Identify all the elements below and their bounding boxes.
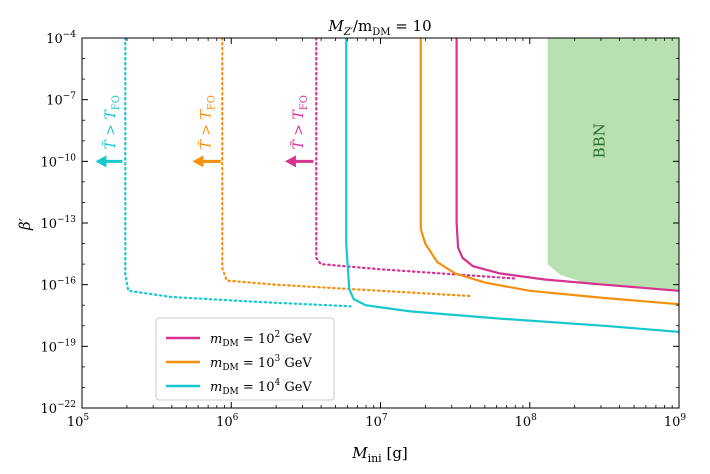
series-1-arrow-head [284,155,296,168]
y-tick-label: 10−22 [40,400,76,417]
x-axis-title: Mini [g] [351,444,408,465]
y-tick-label: 10−19 [40,338,76,355]
series-1-dotted-line [315,38,516,280]
x-tick-label: 107 [365,413,388,430]
x-tick-label: 106 [216,413,239,430]
y-tick-label: 10−4 [46,30,76,47]
series-3-annotation: T̃ > TFO [101,95,122,149]
bbn-region [547,38,679,291]
series-3-dotted-line [124,38,352,308]
axis-ticks [81,37,680,409]
y-tick-label: 10−7 [46,92,76,109]
series-3-solid-line [345,38,679,333]
x-tick-label: 109 [664,413,687,430]
y-tick-label: 10−16 [40,277,76,294]
series-2-dotted-line [221,38,472,298]
tick-labels: 105 106 107 108 109 10−4 10−7 10−10 10−13 10−16 10… [40,30,686,430]
plot-area: BBN [124,38,679,333]
series-2-solid-line [419,38,679,306]
y-tick-label: 10−10 [40,153,76,170]
y-axis-title: β′ [16,217,34,231]
bbn-label: BBN [590,123,608,158]
legend: mDM = 102 GeV mDM = 103 GeV mDM = 104 GeV [155,317,335,401]
series-3-arrow-head [95,155,107,168]
legend-label-1: mDM = 102 GeV [210,330,312,349]
legend-label-3: mDM = 104 GeV [210,378,312,397]
annotations: T̃ > TFO T̃ > TFO T̃ > TFO [95,95,314,168]
chart-title: MZ′/mDM = 10 [327,17,431,38]
y-tick-label: 10−13 [40,215,76,232]
x-tick-label: 105 [67,413,90,430]
x-tick-label: 108 [515,413,538,430]
legend-label-2: mDM = 103 GeV [210,354,312,373]
series-2-arrow-head [192,155,204,168]
series-1-solid-line [455,38,679,292]
series-1-annotation: T̃ > TFO [289,95,310,149]
series-2-annotation: T̃ > TFO [197,95,218,149]
legend-box [155,317,335,401]
